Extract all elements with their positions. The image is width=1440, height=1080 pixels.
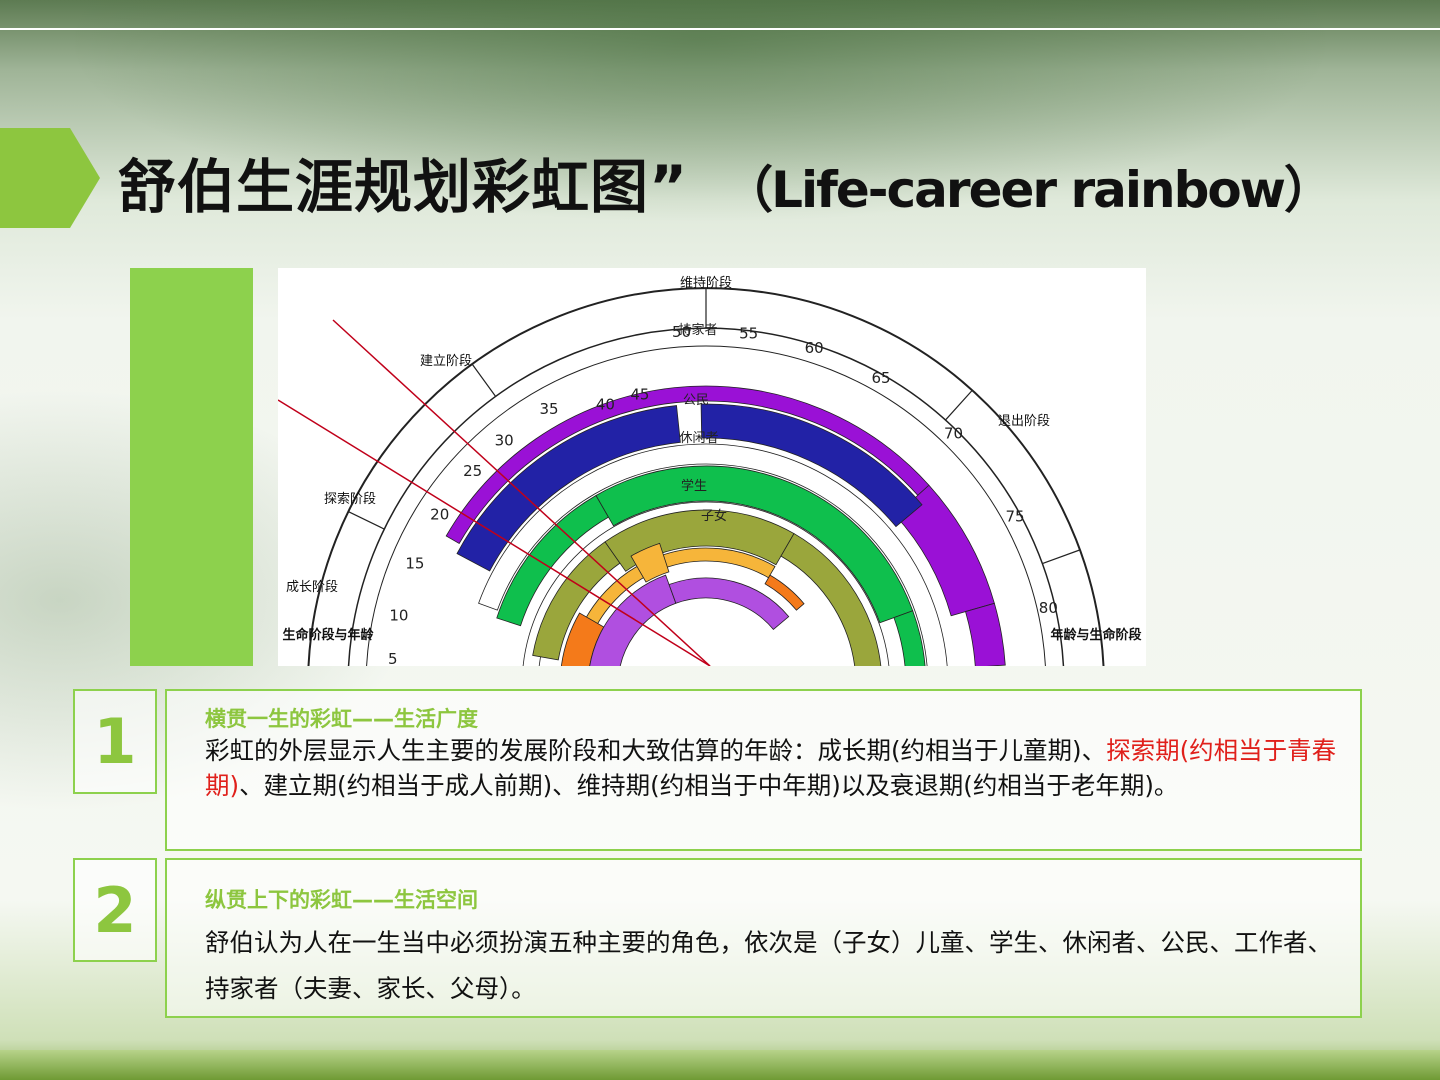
section-1-text-b: 、建立期(约相当于成人前期)、维持期(约相当于中年期)以及衰退期(约相当于老年期… bbox=[239, 771, 1179, 800]
age-label-35: 35 bbox=[539, 400, 558, 418]
homemaker-band-tail bbox=[965, 602, 1006, 666]
age-label-20: 20 bbox=[430, 506, 449, 524]
child-light-band bbox=[575, 547, 776, 644]
worker-band-right bbox=[700, 403, 923, 528]
green-side-bar bbox=[130, 268, 253, 666]
stage-divider-4 bbox=[1042, 549, 1081, 565]
stage-label-right_axis: 年龄与生命阶段 bbox=[1050, 627, 1141, 643]
age-label-10: 10 bbox=[389, 607, 408, 625]
red-line-2 bbox=[278, 399, 711, 666]
rainbow-svg: 5 10 15 20 25 30 35 40 45 50 55 60 65 70 75 80 维持阶段建立阶段探… bbox=[278, 276, 1142, 666]
role-label-worker: 工作者 bbox=[676, 365, 715, 380]
stage-label-left_axis: 生命阶段与年龄 bbox=[282, 627, 374, 643]
age-label-50: 50 bbox=[672, 323, 691, 341]
stage-divider-1 bbox=[471, 363, 497, 397]
child-orange-right bbox=[764, 574, 805, 611]
section-1-text-a: 彩虹的外层显示人生主要的发展阶段和大致估算的年龄：成长期(约相当于儿童期)、 bbox=[205, 736, 1107, 765]
title-english: （Life-career rainbow） bbox=[748, 161, 1334, 219]
section-1-box: 横贯一生的彩虹——生活广度 彩虹的外层显示人生主要的发展阶段和大致估算的年龄：成… bbox=[165, 689, 1362, 851]
section-1-text-highlight: 探索期(约相当于青春期) bbox=[205, 736, 1337, 800]
grass-strip bbox=[0, 1050, 1440, 1080]
inner-child-band-right bbox=[668, 577, 790, 630]
section-1-heading: 横贯一生的彩虹——生活广度 bbox=[205, 707, 478, 731]
age-label-40: 40 bbox=[596, 396, 615, 414]
section-1-body: 彩虹的外层显示人生主要的发展阶段和大致估算的年龄：成长期(约相当于儿童期)、探索… bbox=[205, 733, 1354, 803]
stage-divider-0 bbox=[348, 510, 385, 530]
role-label-citizen: 公民 bbox=[683, 393, 709, 408]
title-chinese: 舒伯生涯规划彩虹图” bbox=[118, 153, 689, 221]
age-label-70: 70 bbox=[944, 425, 963, 443]
inner-child-band-left bbox=[589, 574, 677, 666]
role-label-student: 学生 bbox=[681, 478, 707, 494]
age-label-5: 5 bbox=[388, 650, 398, 666]
career-rainbow-diagram: 5 10 15 20 25 30 35 40 45 50 55 60 65 70 75 80 维持阶段建立阶段探… bbox=[278, 268, 1146, 666]
age-label-60: 60 bbox=[805, 339, 824, 357]
inner-age-ring-arc bbox=[366, 345, 1046, 666]
child-light-peak bbox=[630, 542, 670, 583]
role-label-child: 子女 bbox=[701, 508, 727, 524]
stage-label-decline: 退出阶段 bbox=[998, 414, 1050, 429]
section-1-number: 1 bbox=[73, 689, 157, 794]
age-label-45: 45 bbox=[630, 386, 649, 404]
citizen-band bbox=[478, 443, 948, 666]
age-label-30: 30 bbox=[495, 431, 514, 449]
role-label-homemaker: 持家者 bbox=[678, 322, 717, 338]
age-label-80: 80 bbox=[1039, 599, 1058, 617]
top-divider bbox=[0, 28, 1440, 30]
stage-label-establishment: 建立阶段 bbox=[420, 354, 472, 369]
student-band-right bbox=[780, 533, 882, 666]
stage-label-exploration: 探索阶段 bbox=[324, 492, 376, 507]
section-2-heading: 纵贯上下的彩虹——生活空间 bbox=[205, 888, 478, 912]
role-label-leisurite: 休闲者 bbox=[679, 431, 718, 446]
stage-label-growth: 成长阶段 bbox=[286, 580, 338, 595]
stage-label-maintenance: 维持阶段 bbox=[680, 276, 732, 291]
age-label-15: 15 bbox=[405, 554, 424, 572]
section-2-number: 2 bbox=[73, 858, 157, 962]
age-label-65: 65 bbox=[871, 369, 890, 387]
red-line-1 bbox=[332, 319, 711, 666]
age-label-55: 55 bbox=[739, 325, 758, 343]
section-2-box: 纵贯上下的彩虹——生活空间 舒伯认为人在一生当中必须扮演五种主要的角色，依次是（… bbox=[165, 858, 1362, 1018]
child-orange-band bbox=[561, 612, 605, 666]
section-2-body: 舒伯认为人在一生当中必须扮演五种主要的角色，依次是（子女）儿童、学生、休闲者、公… bbox=[205, 928, 1332, 1003]
slide-title: 舒伯生涯规划彩虹图” （Life-career rainbow） bbox=[118, 140, 1334, 221]
age-label-25: 25 bbox=[463, 462, 482, 480]
leisure-band-right bbox=[893, 610, 926, 666]
stage-divider-3 bbox=[945, 389, 973, 421]
age-label-75: 75 bbox=[1005, 508, 1024, 526]
